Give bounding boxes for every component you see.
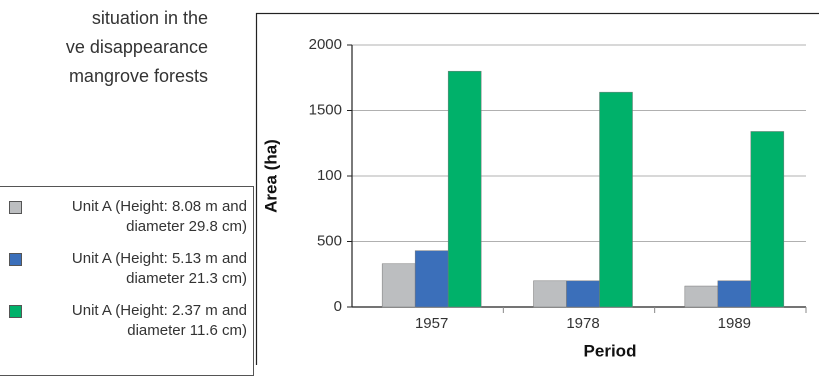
bar [415, 251, 448, 307]
bar [534, 281, 567, 307]
bar [600, 92, 633, 307]
y-tick-label: 1500 [309, 101, 342, 118]
page: {"document": {"lines": ["situation in th… [0, 0, 819, 365]
y-axis-label: Area (ha) [261, 139, 280, 213]
x-tick-label: 1957 [415, 315, 448, 332]
y-tick-label: 500 [317, 232, 342, 249]
bar [448, 71, 481, 307]
x-tick-label: 1989 [718, 315, 751, 332]
bar [567, 281, 600, 307]
y-tick-label: 100 [317, 167, 342, 184]
bar [685, 286, 718, 307]
x-axis-label: Period [584, 341, 637, 360]
bar [382, 264, 415, 307]
y-tick-label: 0 [334, 298, 342, 315]
bar [718, 281, 751, 307]
bar [751, 131, 784, 307]
chart: Period Area (ha) 0 500 100 1500 2000 1957 1978… [0, 0, 819, 365]
x-tick-label: 1978 [566, 315, 599, 332]
y-tick-label: 2000 [309, 36, 342, 53]
